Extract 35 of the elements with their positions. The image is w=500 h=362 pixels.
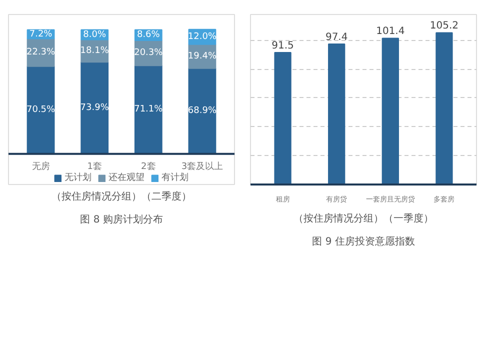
bar bbox=[26, 66, 55, 154]
data-label: 20.3% bbox=[134, 48, 164, 58]
x-tick-label: 1套 bbox=[87, 160, 102, 172]
data-label: 8.0% bbox=[83, 30, 106, 40]
bar bbox=[436, 32, 453, 184]
legend-label: 还在观望 bbox=[108, 172, 144, 184]
text: 图 9 住房投资意愿指数 bbox=[312, 236, 415, 248]
data-label: 101.4 bbox=[376, 26, 405, 38]
data-label: 71.1% bbox=[134, 104, 164, 115]
bar bbox=[134, 65, 162, 154]
x-tick-label: 2套 bbox=[141, 160, 156, 172]
data-label: 22.3% bbox=[26, 48, 56, 58]
text: （按住房情况分组）（二季度） bbox=[52, 190, 192, 202]
data-label: 12.0% bbox=[188, 32, 217, 42]
data-label: 7.2% bbox=[29, 29, 53, 40]
data-label: 8.6% bbox=[136, 30, 160, 40]
data-label: 97.4 bbox=[325, 32, 348, 43]
x-tick-label: 无房 bbox=[32, 160, 50, 172]
data-label: 18.1% bbox=[80, 46, 110, 56]
bar bbox=[382, 38, 399, 184]
data-label: 73.9% bbox=[80, 103, 110, 114]
text: （按住房情况分组）（一季度） bbox=[294, 212, 434, 224]
bar bbox=[80, 62, 109, 154]
data-label: 19.4% bbox=[188, 51, 217, 62]
x-tick-label: 3套及以上 bbox=[181, 160, 224, 172]
bar bbox=[188, 68, 216, 154]
bar bbox=[274, 52, 292, 184]
legend-label: 无计划 bbox=[64, 172, 92, 184]
text: 图 8 购房计划分布 bbox=[80, 214, 163, 226]
data-label: 68.9% bbox=[188, 106, 217, 116]
data-label: 91.5 bbox=[272, 40, 294, 52]
bar bbox=[328, 43, 346, 184]
legend-label: 有计划 bbox=[162, 172, 188, 184]
data-label: 105.2 bbox=[430, 20, 459, 32]
data-label: 70.5% bbox=[26, 105, 56, 116]
